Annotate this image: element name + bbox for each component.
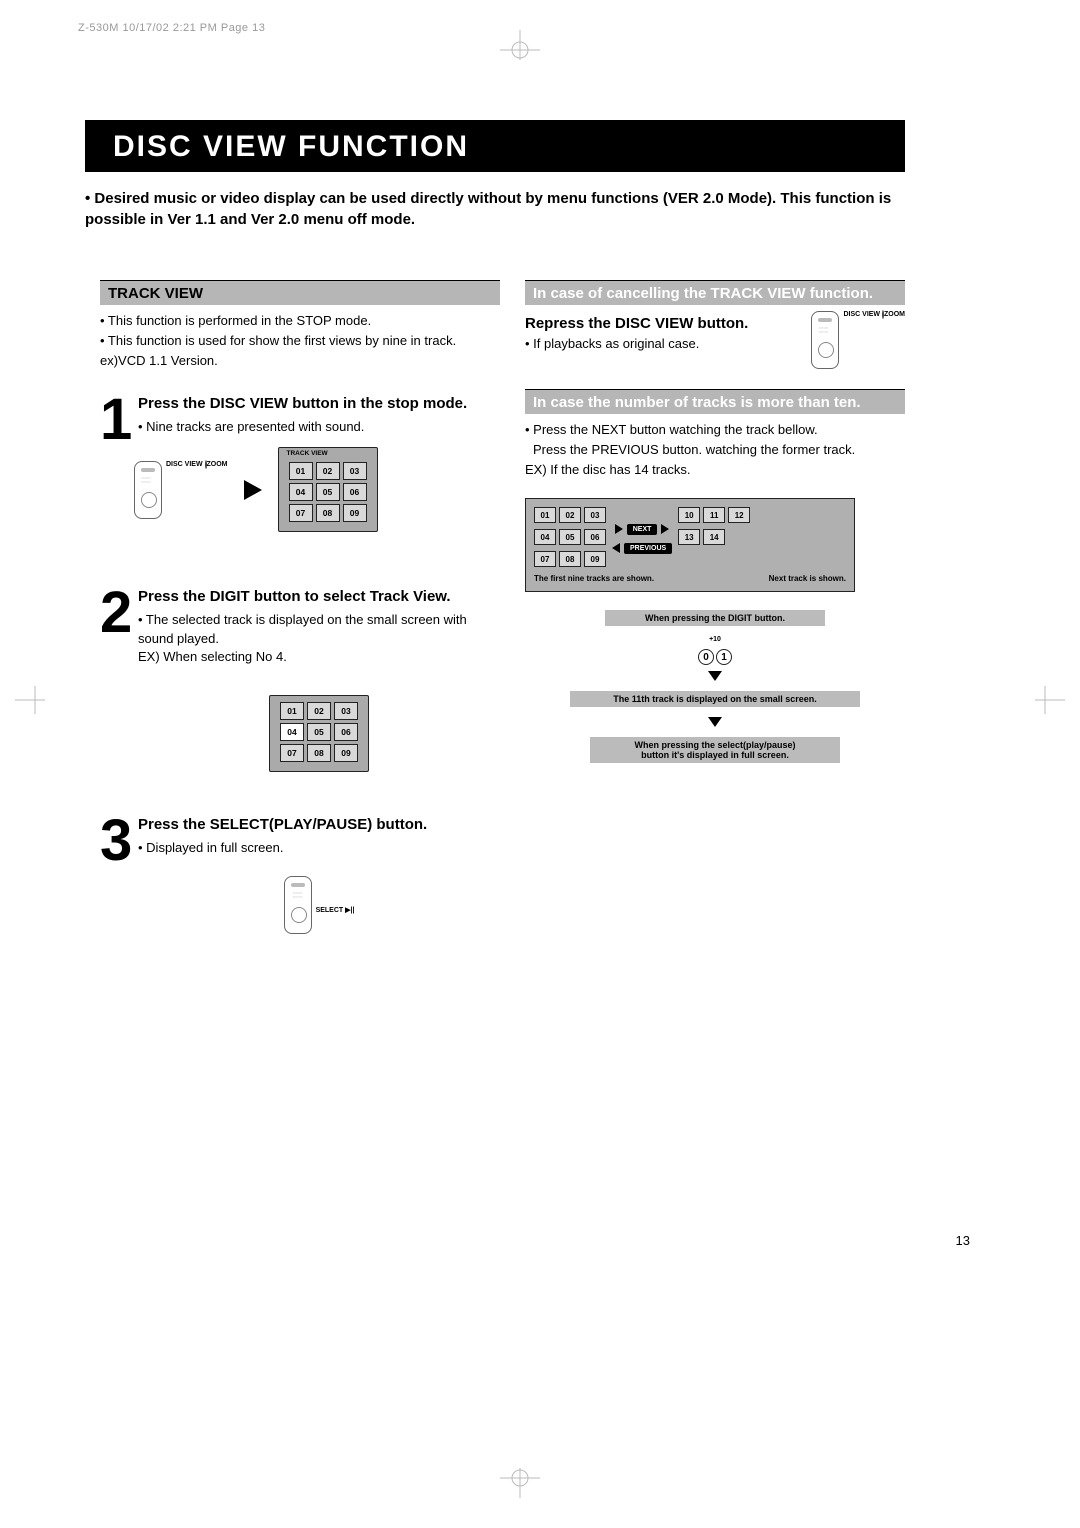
step2-num: 2 bbox=[100, 588, 138, 772]
more-t1: • Press the NEXT button watching the tra… bbox=[525, 420, 905, 440]
crop-mark-bottom bbox=[490, 1458, 550, 1498]
step2-graphic: 010203 040506 070809 bbox=[138, 695, 500, 772]
cancel-head: In case of cancelling the TRACK VIEW fun… bbox=[525, 280, 905, 305]
track-view-head: TRACK VIEW bbox=[100, 280, 500, 305]
track-grid: TRACK VIEW 010203 040506 070809 bbox=[278, 447, 378, 532]
page-meta: Z-530M 10/17/02 2:21 PM Page 13 bbox=[78, 22, 265, 34]
more-t2: Press the PREVIOUS button. watching the … bbox=[525, 440, 905, 460]
right-column: In case of cancelling the TRACK VIEW fun… bbox=[525, 280, 905, 767]
step1-graphic: ○○○○○○○○ DISC VIEW ZOOM TRACK VIEW 01020… bbox=[134, 447, 500, 532]
intro-text: • Desired music or video display can be … bbox=[85, 188, 905, 230]
step1-text: • Nine tracks are presented with sound. bbox=[138, 418, 500, 437]
more-t3: EX) If the disc has 14 tracks. bbox=[525, 460, 905, 480]
cancel-text: • If playbacks as original case. bbox=[525, 334, 797, 354]
tv-text-1: • This function is performed in the STOP… bbox=[100, 311, 500, 331]
crop-mark-right bbox=[1025, 680, 1065, 720]
step-2: 2 Press the DIGIT button to select Track… bbox=[100, 588, 500, 772]
remote-icon: ○○○○○○○○ bbox=[284, 876, 312, 934]
step3-num: 3 bbox=[100, 816, 138, 937]
down-arrow-icon bbox=[708, 717, 722, 727]
step-1: 1 Press the DISC VIEW button in the stop… bbox=[100, 395, 500, 532]
cancel-sub: Repress the DISC VIEW button. bbox=[525, 315, 797, 332]
page-number: 13 bbox=[956, 1233, 970, 1248]
step1-title: Press the DISC VIEW button in the stop m… bbox=[138, 395, 500, 414]
page-title: DISC VIEW FUNCTION bbox=[85, 120, 905, 172]
down-arrow-icon bbox=[708, 671, 722, 681]
select-label: SELECT ▶|| bbox=[316, 906, 355, 914]
more-head: In case the number of tracks is more tha… bbox=[525, 389, 905, 414]
step3-graphic: ○○○○○○○○ SELECT ▶|| bbox=[138, 876, 500, 937]
step2-text: • The selected track is displayed on the… bbox=[138, 611, 500, 668]
step3-text: • Displayed in full screen. bbox=[138, 839, 500, 858]
tv-text-3: ex)VCD 1.1 Version. bbox=[100, 351, 500, 371]
step2-title: Press the DIGIT button to select Track V… bbox=[138, 588, 500, 607]
step3-title: Press the SELECT(PLAY/PAUSE) button. bbox=[138, 816, 500, 835]
step1-num: 1 bbox=[100, 395, 138, 532]
left-column: TRACK VIEW • This function is performed … bbox=[100, 280, 500, 937]
tv-text-2: • This function is used for show the fir… bbox=[100, 331, 500, 351]
arrow-right-icon bbox=[244, 480, 262, 500]
crop-mark-left bbox=[15, 680, 55, 720]
remote-icon: ○○○○○○○○ bbox=[134, 461, 162, 519]
remote-labels: DISC VIEW ZOOM bbox=[166, 461, 228, 469]
step-3: 3 Press the SELECT(PLAY/PAUSE) button. •… bbox=[100, 816, 500, 937]
crop-mark-top bbox=[490, 30, 550, 70]
multi-track-diagram: 010203 040506 070809 NEXT PREVIOUS 10111… bbox=[525, 498, 905, 767]
cancel-remote: ○○○○○○○○ DISC VIEW ZOOM bbox=[811, 311, 905, 369]
